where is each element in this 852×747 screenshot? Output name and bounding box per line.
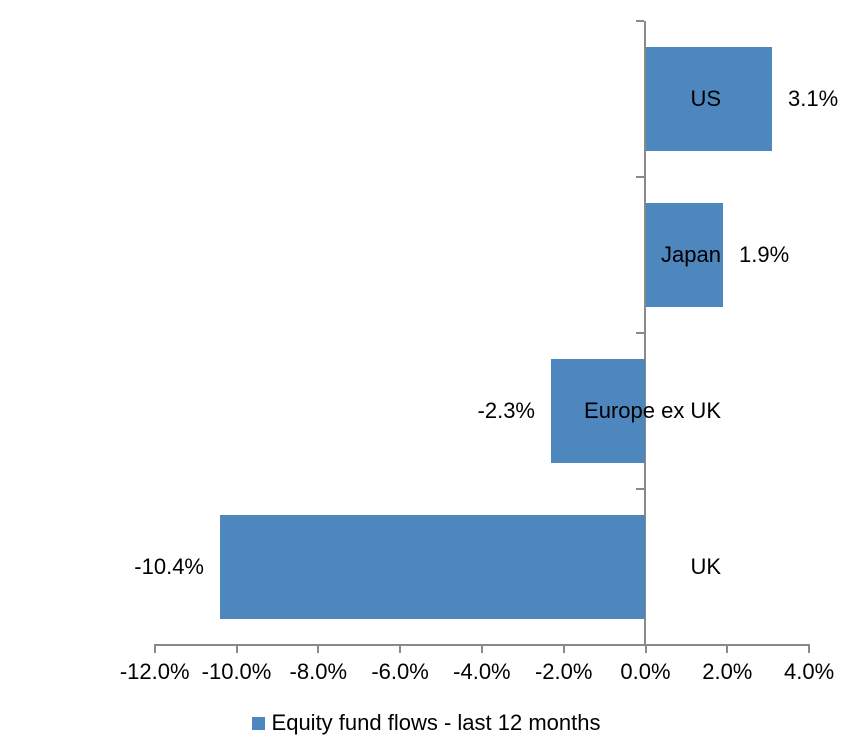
x-axis-tick bbox=[153, 645, 156, 653]
bar bbox=[220, 515, 646, 619]
x-axis-tick bbox=[726, 645, 729, 653]
category-label: US bbox=[690, 86, 721, 111]
bar bbox=[645, 203, 724, 307]
x-axis-tick bbox=[808, 645, 811, 653]
x-axis-tick-label: -4.0% bbox=[453, 659, 511, 684]
x-axis-tick-label: 4.0% bbox=[784, 659, 835, 684]
bar-value-label: 1.9% bbox=[739, 242, 790, 267]
bar-value-label: -2.3% bbox=[477, 398, 535, 423]
x-axis-tick-label: 2.0% bbox=[702, 659, 753, 684]
x-axis-tick-label: -12.0% bbox=[119, 659, 190, 684]
bar bbox=[645, 47, 773, 151]
bar-value-label: -10.4% bbox=[134, 554, 204, 579]
bar-value-label: 3.1% bbox=[788, 86, 839, 111]
x-axis-tick bbox=[562, 645, 565, 653]
x-axis-tick bbox=[235, 645, 238, 653]
legend: Equity fund flows - last 12 months bbox=[0, 708, 852, 738]
category-label: Europe ex UK bbox=[584, 398, 721, 423]
category-label: Japan bbox=[661, 242, 721, 267]
x-axis-tick-label: -2.0% bbox=[534, 659, 593, 684]
y-axis-line bbox=[643, 21, 646, 645]
x-axis-tick bbox=[480, 645, 483, 653]
x-axis-tick bbox=[399, 645, 402, 653]
x-axis-tick bbox=[644, 645, 647, 653]
x-axis-tick-label: -8.0% bbox=[289, 659, 348, 684]
y-axis-tick bbox=[635, 20, 644, 22]
x-axis-tick bbox=[317, 645, 320, 653]
bar bbox=[551, 359, 646, 463]
y-axis-tick bbox=[635, 332, 644, 334]
legend-series-label: Equity fund flows - last 12 months bbox=[271, 710, 601, 735]
y-axis-tick bbox=[635, 176, 644, 178]
legend-series-marker bbox=[251, 716, 265, 730]
x-axis-tick-label: -10.0% bbox=[201, 659, 272, 684]
y-axis-tick bbox=[635, 488, 644, 490]
x-axis-tick-label: -6.0% bbox=[371, 659, 429, 684]
x-axis-tick-label: 0.0% bbox=[620, 659, 671, 684]
category-label: UK bbox=[690, 554, 721, 579]
